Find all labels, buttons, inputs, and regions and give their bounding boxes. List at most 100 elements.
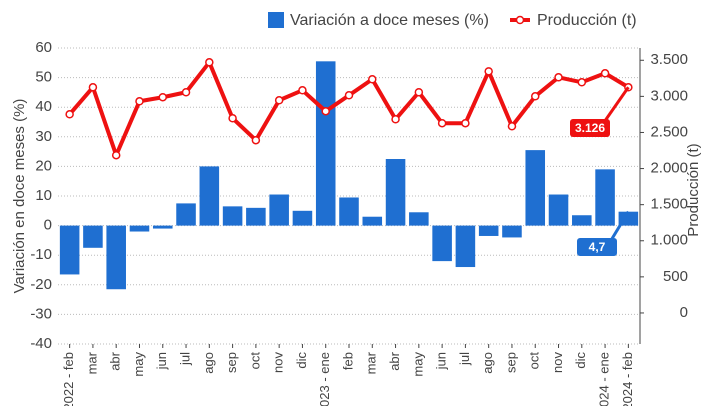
y2-tick-label: 2.500: [650, 123, 688, 140]
line-point: [368, 75, 377, 84]
line-point: [205, 58, 214, 67]
bar: [292, 210, 313, 226]
value-label-bg: [570, 119, 610, 137]
line-point: [530, 92, 540, 101]
x-tick-label: jun: [154, 352, 169, 370]
bar: [339, 197, 359, 226]
legend-swatch: [268, 12, 284, 28]
y-tick-label: -30: [30, 305, 52, 322]
x-tick-label: oct: [527, 352, 542, 370]
line: [68, 60, 630, 158]
x-tick-label: abr: [108, 351, 123, 370]
bar: [409, 212, 429, 226]
value-label-bg: [577, 238, 617, 256]
x-tick-label: abr: [387, 351, 402, 370]
bar: [222, 206, 243, 226]
bar: [176, 203, 196, 226]
y-tick-label: -20: [30, 276, 52, 293]
x-tick-label: nov: [271, 352, 286, 373]
x-tick-label: oct: [247, 352, 262, 370]
line-point: [391, 115, 400, 124]
bar: [572, 215, 592, 226]
line-point: [554, 73, 563, 82]
x-tick-label: may: [131, 352, 146, 377]
bar: [362, 216, 383, 226]
bar: [106, 225, 126, 290]
line-point: [577, 78, 587, 87]
line-point: [135, 97, 144, 106]
x-tick-label: mar: [364, 351, 379, 374]
line-point: [65, 110, 74, 119]
bar: [152, 225, 173, 229]
x-tick-label: jul: [457, 352, 472, 366]
legend-label: Producción (t): [537, 12, 637, 29]
bar: [129, 225, 150, 232]
bar: [385, 159, 406, 226]
legend-label: Variación a doce meses (%): [290, 12, 489, 29]
line-point: [88, 83, 98, 92]
x-tick-label: sep: [503, 352, 518, 373]
y2-tick-label: 1.000: [650, 232, 688, 249]
y2-tick-label: 1.500: [650, 196, 688, 213]
y2-tick-label: 3.000: [650, 87, 688, 104]
y-tick-label: 30: [35, 128, 52, 145]
bar: [548, 194, 569, 226]
x-tick-label: 2024 - ene: [597, 352, 612, 406]
bar: [455, 225, 476, 268]
y2-tick-label: 500: [663, 268, 688, 285]
x-tick-label: may: [410, 352, 425, 377]
line-point: [298, 86, 307, 95]
x-tick-label: nov: [550, 352, 565, 373]
value-label: 4,7: [589, 240, 606, 254]
x-tick-label: dic: [573, 352, 588, 369]
line-point: [344, 91, 354, 100]
y-tick-label: 60: [35, 39, 52, 56]
bar: [525, 150, 546, 226]
line-point: [274, 96, 284, 105]
line-point: [437, 118, 447, 128]
bar: [432, 225, 452, 262]
y-tick-label: -10: [30, 246, 52, 263]
line-point: [507, 122, 517, 131]
x-tick-label: jul: [177, 352, 192, 366]
x-tick-label: 2022 - feb: [61, 352, 76, 406]
value-label-box: 3.126: [570, 119, 610, 137]
bar: [59, 225, 80, 275]
x-tick-label: ago: [201, 352, 216, 374]
y2-tick-label: 3.500: [650, 51, 688, 68]
y2-axis-label: Producción (t): [685, 143, 702, 236]
y-tick-label: -40: [30, 335, 52, 352]
x-tick-label: feb: [340, 352, 355, 370]
bar: [83, 225, 103, 248]
x-tick-label: jun: [434, 352, 449, 370]
y-axis-label: Variación en doce meses (%): [11, 99, 28, 294]
bar: [199, 166, 220, 226]
bar: [269, 194, 289, 226]
y-tick-label: 0: [44, 217, 52, 234]
line-point: [251, 135, 261, 145]
bar: [595, 169, 615, 226]
x-tick-label: dic: [294, 352, 309, 369]
line-point: [111, 150, 121, 160]
x-tick-label: 2023 - ene: [317, 352, 332, 406]
x-tick-label: ago: [480, 352, 495, 374]
x-tick-label: sep: [224, 352, 239, 373]
legend-point: [515, 15, 525, 25]
x-tick-label: 2024 - feb: [620, 352, 635, 406]
line-point: [461, 118, 470, 128]
x-tick-label: mar: [84, 351, 99, 374]
y-tick-label: 10: [35, 187, 52, 204]
line-point: [414, 88, 424, 97]
bar: [478, 225, 499, 236]
bar: [502, 225, 522, 238]
value-label-box: 4,7: [577, 238, 617, 256]
value-label: 3.126: [575, 121, 605, 135]
line-point: [484, 67, 493, 76]
y2-tick-label: 2.000: [650, 160, 688, 177]
y-tick-label: 40: [35, 98, 52, 115]
line-point: [228, 113, 237, 123]
y-tick-label: 50: [35, 69, 52, 86]
line-point: [181, 88, 191, 97]
y-tick-label: 20: [35, 157, 52, 174]
